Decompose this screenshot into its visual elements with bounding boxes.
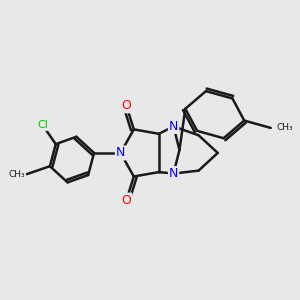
Text: N: N xyxy=(116,146,125,159)
Text: O: O xyxy=(122,194,131,207)
Text: O: O xyxy=(122,99,131,112)
Text: N: N xyxy=(169,120,178,133)
Text: CH₃: CH₃ xyxy=(9,169,26,178)
Text: Cl: Cl xyxy=(37,120,48,130)
Text: CH₃: CH₃ xyxy=(276,123,292,132)
Text: N: N xyxy=(169,167,178,180)
